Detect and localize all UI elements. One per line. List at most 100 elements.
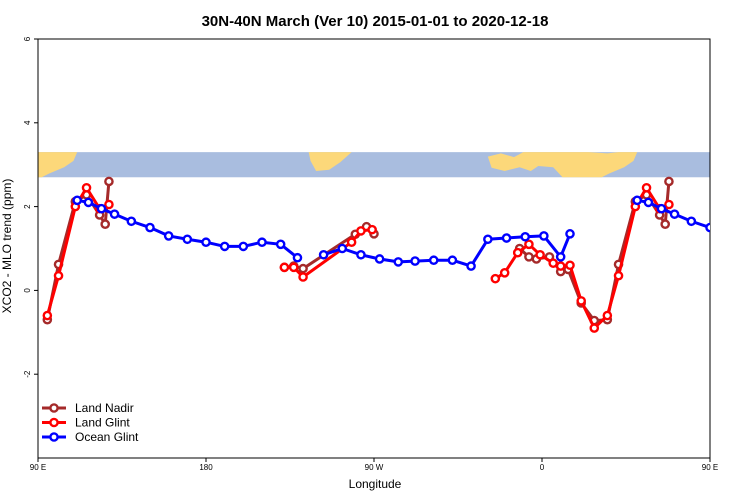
legend-item: Land Nadir bbox=[42, 401, 134, 415]
x-tick-label: 90 E bbox=[30, 463, 46, 472]
data-point bbox=[483, 234, 493, 245]
data-point bbox=[535, 249, 545, 260]
data-point bbox=[565, 260, 575, 271]
data-point bbox=[643, 197, 654, 208]
data-point bbox=[53, 270, 64, 281]
y-tick-label: 0 bbox=[23, 288, 32, 293]
data-point bbox=[705, 222, 710, 233]
data-point bbox=[279, 262, 290, 273]
data-point bbox=[520, 231, 531, 242]
data-point bbox=[410, 256, 420, 266]
map-land-3 bbox=[487, 152, 638, 178]
y-tick-label: 2 bbox=[23, 204, 32, 209]
data-point bbox=[257, 237, 267, 248]
data-point bbox=[428, 255, 439, 266]
data-point bbox=[602, 310, 613, 321]
legend-item: Land Glint bbox=[42, 416, 130, 430]
legend-swatch-marker bbox=[49, 403, 59, 413]
y-tick-label: 6 bbox=[23, 36, 32, 41]
data-point bbox=[490, 273, 501, 284]
x-tick-label: 90 E bbox=[702, 463, 718, 472]
data-point bbox=[104, 176, 114, 187]
y-tick-label: 4 bbox=[23, 120, 32, 125]
data-point bbox=[524, 239, 534, 250]
data-point bbox=[72, 195, 82, 206]
data-point bbox=[499, 268, 510, 278]
data-point bbox=[100, 219, 110, 229]
data-point bbox=[367, 224, 377, 235]
data-point bbox=[356, 249, 366, 260]
legend-item: Ocean Glint bbox=[42, 430, 139, 444]
data-point bbox=[524, 252, 534, 262]
x-tick-label: 90 W bbox=[365, 463, 384, 472]
data-point bbox=[539, 231, 549, 241]
y-axis-label: XCO2 - MLO trend (ppm) bbox=[0, 179, 14, 314]
data-point bbox=[42, 310, 53, 321]
x-axis-label: Longitude bbox=[349, 477, 402, 491]
map-land-1 bbox=[38, 152, 78, 178]
data-point bbox=[555, 252, 566, 262]
data-point bbox=[126, 216, 137, 227]
plot-frame bbox=[37, 38, 711, 459]
data-point bbox=[83, 197, 94, 208]
x-tick-label: 180 bbox=[199, 463, 213, 472]
data-point bbox=[219, 241, 230, 252]
data-point bbox=[163, 231, 174, 241]
data-point bbox=[447, 255, 458, 266]
data-point bbox=[686, 216, 697, 227]
data-point bbox=[96, 203, 107, 214]
data-point bbox=[664, 199, 674, 210]
data-point bbox=[548, 258, 559, 268]
data-point bbox=[346, 237, 357, 248]
data-point bbox=[318, 249, 329, 260]
data-point bbox=[613, 270, 624, 281]
data-point bbox=[337, 243, 348, 254]
x-tick-label: 0 bbox=[540, 463, 545, 472]
data-point bbox=[725, 232, 732, 239]
data-point bbox=[466, 261, 476, 271]
data-point bbox=[374, 254, 385, 264]
data-point bbox=[660, 219, 671, 229]
legend-label: Land Glint bbox=[75, 416, 130, 430]
data-point bbox=[664, 176, 674, 187]
data-point bbox=[182, 234, 193, 245]
legend-label: Ocean Glint bbox=[75, 430, 139, 444]
data-point bbox=[145, 222, 155, 233]
data-point bbox=[555, 261, 566, 271]
series-line bbox=[494, 186, 670, 330]
data-point bbox=[201, 237, 211, 248]
data-point bbox=[501, 233, 512, 243]
legend-swatch-marker bbox=[49, 417, 59, 428]
chart-title: 30N-40N March (Ver 10) 2015-01-01 to 202… bbox=[202, 13, 549, 30]
data-point bbox=[669, 209, 680, 219]
data-point bbox=[104, 199, 114, 210]
legend-label: Land Nadir bbox=[75, 401, 134, 415]
data-point bbox=[632, 195, 643, 206]
data-point bbox=[393, 257, 404, 267]
data-point bbox=[565, 229, 575, 239]
data-point bbox=[641, 182, 652, 193]
data-point bbox=[656, 203, 667, 214]
data-point bbox=[512, 247, 523, 258]
data-point bbox=[288, 262, 299, 273]
world-map-strip bbox=[38, 152, 710, 178]
data-point bbox=[298, 263, 308, 274]
data-point bbox=[576, 296, 587, 306]
data-point bbox=[109, 209, 120, 219]
data-point bbox=[81, 182, 92, 193]
series-ocean-glint bbox=[72, 195, 732, 271]
data-point bbox=[298, 272, 308, 282]
data-point bbox=[589, 323, 600, 333]
series-layer bbox=[42, 176, 732, 333]
data-point bbox=[275, 239, 286, 250]
data-point bbox=[292, 252, 303, 263]
y-axis: -2 0 2 4 6 bbox=[23, 36, 38, 378]
data-point bbox=[238, 241, 249, 252]
legend-swatch-marker bbox=[49, 432, 59, 442]
y-tick-label: -2 bbox=[23, 370, 32, 378]
map-land-2 bbox=[308, 152, 352, 171]
data-point bbox=[356, 226, 366, 236]
